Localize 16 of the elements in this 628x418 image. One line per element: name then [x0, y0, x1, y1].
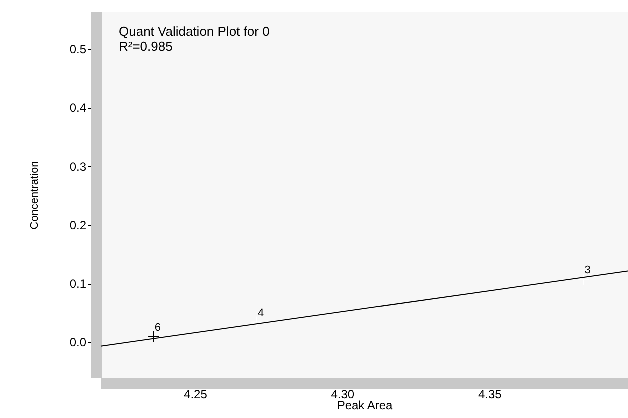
- y-tick-label: 0.3: [70, 160, 87, 174]
- y-tick-label: 0.4: [70, 101, 87, 116]
- x-tick-label: 4.25: [184, 388, 208, 402]
- annotation: 6: [154, 322, 162, 334]
- text: R²=0.985: [119, 39, 173, 54]
- x-axis-title: Peak Area: [337, 398, 394, 412]
- y-tick-label: 0.0: [70, 336, 87, 350]
- y-tick-label: 0.2: [70, 218, 87, 232]
- x-tick-label: 4.30: [331, 388, 355, 402]
- y-tick-label: 0.5: [70, 42, 87, 56]
- x-tick-label: 4.35: [478, 388, 502, 402]
- y-tick-label: 0.1: [70, 277, 87, 292]
- annotation: 3: [584, 264, 591, 276]
- annotation: 4: [258, 307, 264, 320]
- y-axis-title: Concentration: [28, 161, 41, 230]
- text: Quant Validation Plot for 0: [119, 24, 270, 39]
